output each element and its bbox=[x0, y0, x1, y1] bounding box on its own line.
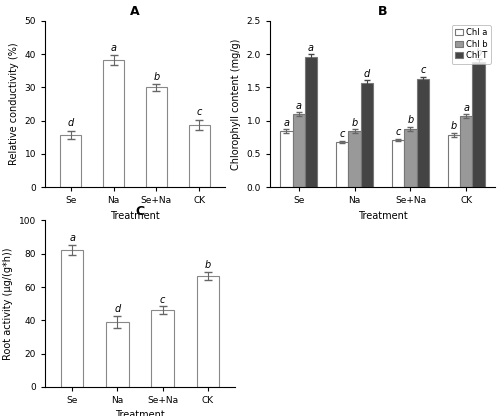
Bar bbox=[460, 116, 472, 187]
Text: a: a bbox=[69, 233, 75, 243]
Text: d: d bbox=[68, 118, 74, 128]
Y-axis label: Chlorophyll content (mg/g): Chlorophyll content (mg/g) bbox=[231, 38, 241, 170]
Bar bbox=[416, 79, 429, 187]
Text: c: c bbox=[420, 65, 426, 75]
Bar bbox=[60, 135, 82, 187]
Legend: Chl a, Chl b, Chl T: Chl a, Chl b, Chl T bbox=[452, 25, 491, 64]
Text: d: d bbox=[364, 69, 370, 79]
Text: a: a bbox=[284, 118, 290, 128]
Bar bbox=[348, 131, 360, 187]
Text: a: a bbox=[296, 101, 302, 111]
Title: B: B bbox=[378, 5, 387, 18]
Bar bbox=[305, 57, 317, 187]
Text: c: c bbox=[160, 295, 166, 305]
Text: b: b bbox=[352, 118, 358, 128]
Text: b: b bbox=[204, 260, 211, 270]
Bar bbox=[292, 114, 305, 187]
Text: a: a bbox=[464, 103, 469, 113]
Bar bbox=[103, 60, 124, 187]
Text: a: a bbox=[110, 43, 116, 53]
Bar bbox=[188, 125, 210, 187]
Text: a: a bbox=[308, 43, 314, 53]
X-axis label: Treatment: Treatment bbox=[358, 211, 408, 221]
Y-axis label: Root activity (μg/(g*h)): Root activity (μg/(g*h)) bbox=[3, 248, 13, 360]
Text: c: c bbox=[396, 127, 401, 137]
X-axis label: Treatment: Treatment bbox=[110, 211, 160, 221]
X-axis label: Treatment: Treatment bbox=[115, 411, 165, 416]
Title: C: C bbox=[136, 205, 144, 218]
Bar bbox=[392, 140, 404, 187]
Bar bbox=[336, 142, 348, 187]
Text: b: b bbox=[154, 72, 160, 82]
Bar bbox=[404, 129, 416, 187]
Bar bbox=[196, 276, 219, 387]
Text: b: b bbox=[476, 48, 482, 58]
Bar bbox=[152, 310, 174, 387]
Bar bbox=[448, 135, 460, 187]
Bar bbox=[472, 62, 485, 187]
Bar bbox=[61, 250, 84, 387]
Text: d: d bbox=[114, 305, 120, 314]
Bar bbox=[280, 131, 292, 187]
Text: c: c bbox=[196, 107, 202, 117]
Bar bbox=[106, 322, 128, 387]
Bar bbox=[146, 87, 167, 187]
Text: b: b bbox=[408, 115, 414, 125]
Text: b: b bbox=[451, 121, 457, 131]
Bar bbox=[360, 83, 373, 187]
Text: c: c bbox=[340, 129, 345, 139]
Title: A: A bbox=[130, 5, 140, 18]
Y-axis label: Relative conductivity (%): Relative conductivity (%) bbox=[9, 43, 19, 165]
